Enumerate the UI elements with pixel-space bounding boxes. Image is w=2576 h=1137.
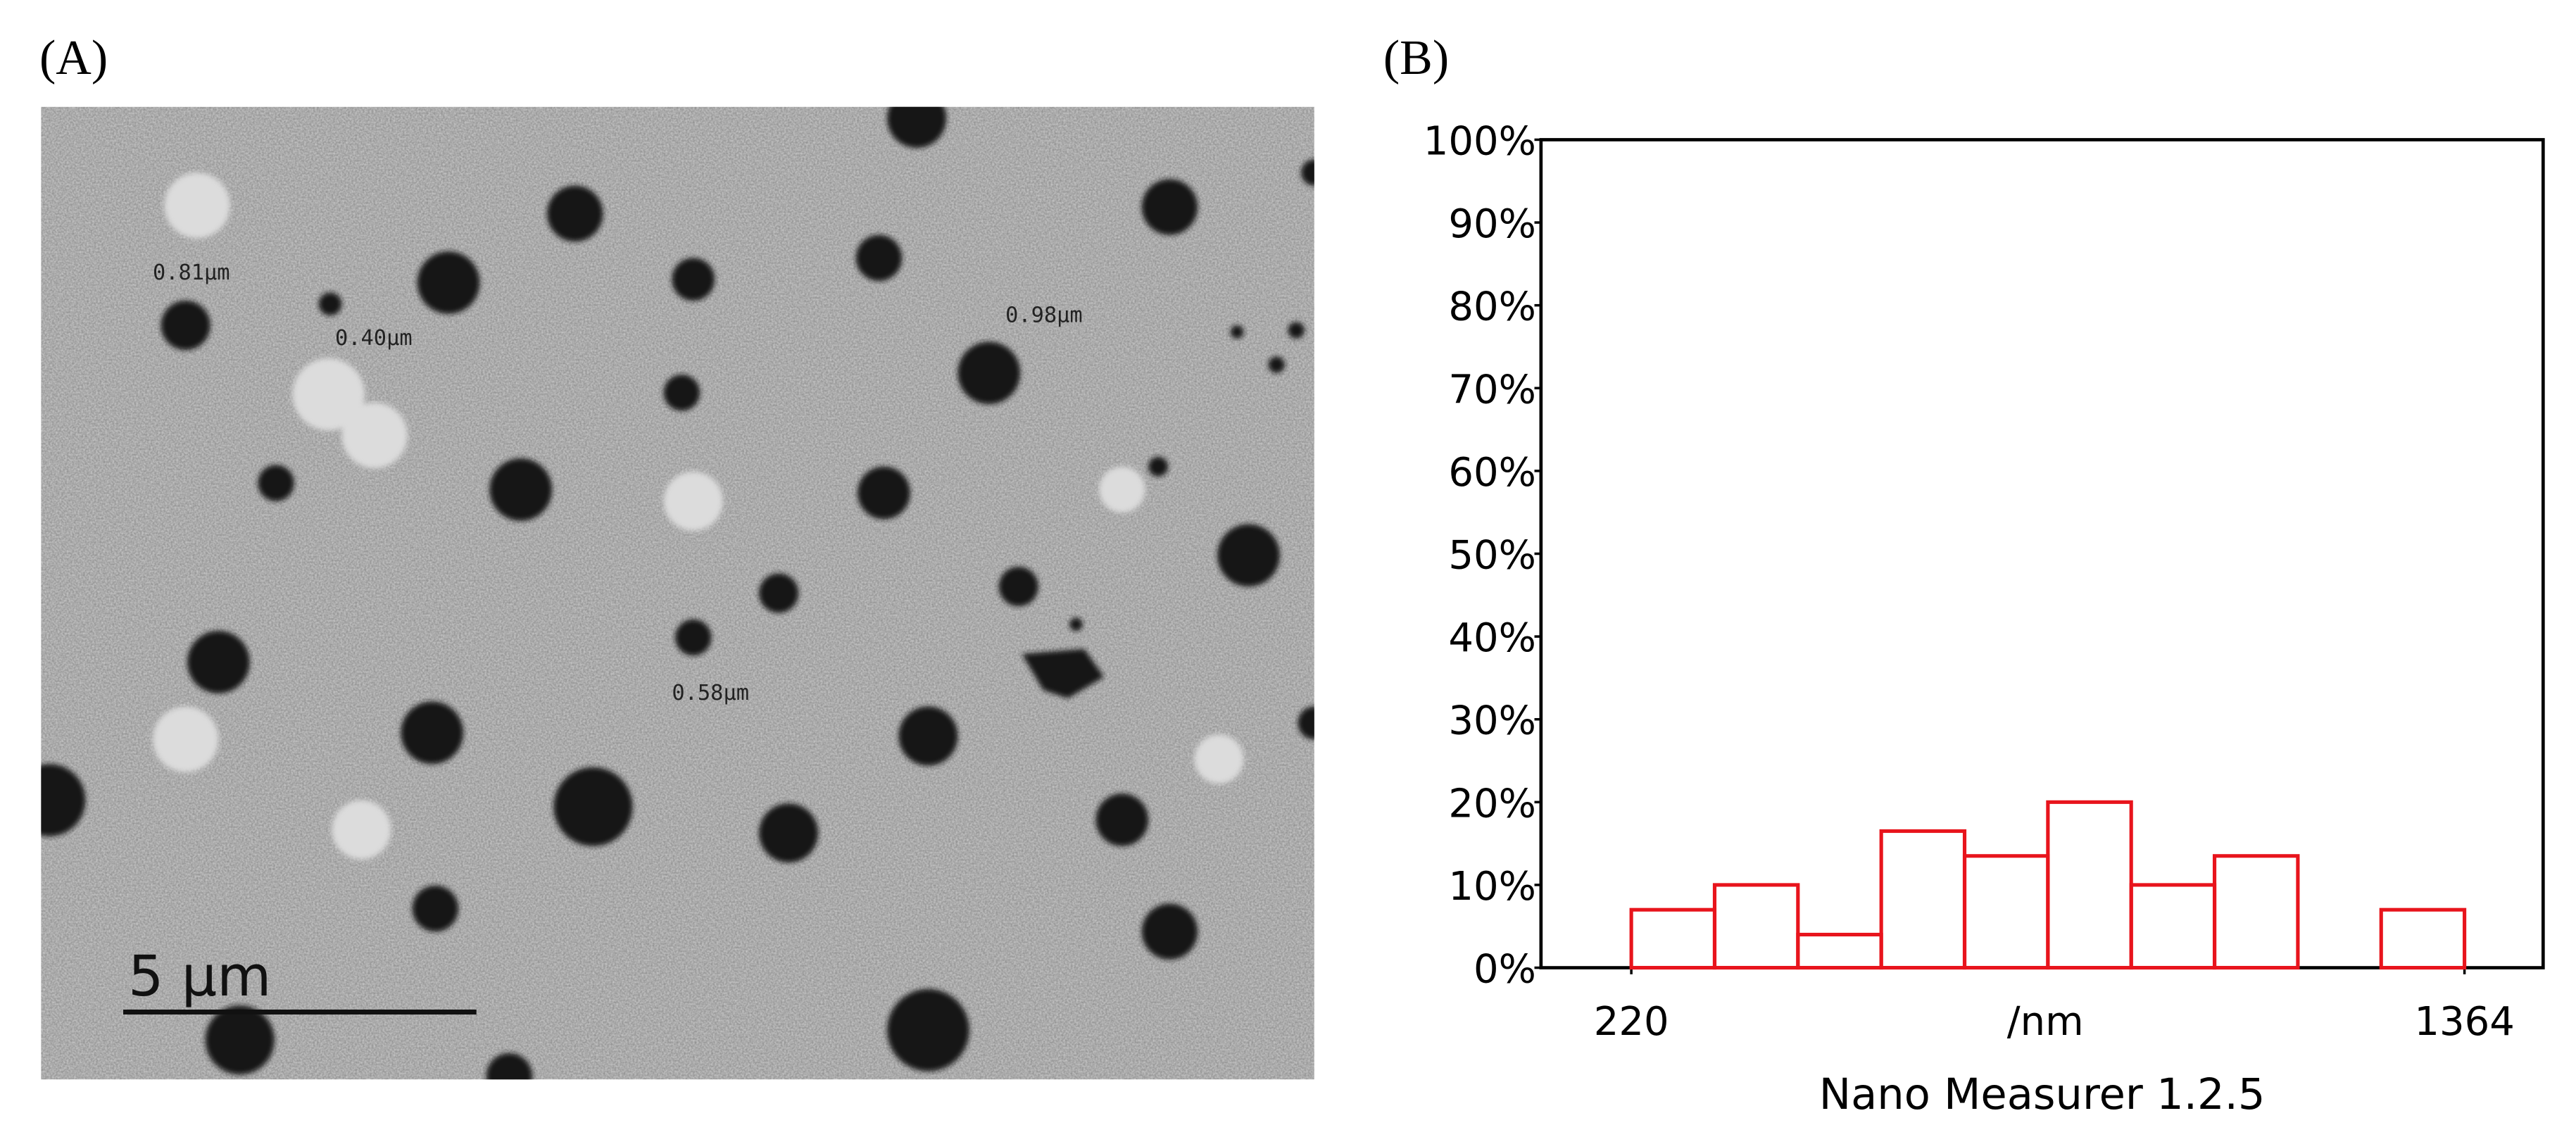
histogram-bar <box>1879 829 1967 970</box>
y-tick-label: 40% <box>1448 615 1535 661</box>
y-tick-label: 80% <box>1448 284 1535 330</box>
size-annotation: 0.58µm <box>672 681 749 705</box>
panel-label: (B) <box>1383 31 1449 85</box>
footer: Nano Measurer 1.2.5 <box>1819 1070 2266 1119</box>
y-tick-label: 100% <box>1424 118 1536 164</box>
x-axis-label: /nm <box>2007 999 2084 1045</box>
y-tick-label: 50% <box>1448 533 1535 579</box>
y-tick-label: 20% <box>1448 781 1535 827</box>
scale-bar-label: 5 µm <box>128 943 271 1009</box>
y-tick-label: 60% <box>1448 450 1535 496</box>
histogram-bar <box>2212 854 2300 970</box>
size-annotation: 0.40µm <box>335 326 413 351</box>
panel-label: (A) <box>39 31 108 85</box>
histogram-bar <box>1712 883 1800 970</box>
light-blobs <box>153 172 1244 860</box>
histogram-bar <box>1629 907 1717 970</box>
histogram-bar <box>1962 854 2050 970</box>
histogram-bar <box>2129 883 2217 970</box>
histogram-bar <box>1796 932 1883 970</box>
plot-frame <box>1539 138 2545 969</box>
x-tick-label: 220 <box>1594 999 1669 1045</box>
micrograph-grain <box>41 106 1314 1080</box>
x-tick-label: 1364 <box>2414 999 2515 1045</box>
particles <box>41 106 1314 1080</box>
histogram-bar <box>2046 800 2133 970</box>
y-tick-label: 90% <box>1448 201 1535 247</box>
y-tick-label: 30% <box>1448 698 1535 744</box>
y-tick-label: 10% <box>1448 864 1535 910</box>
y-tick-label: 70% <box>1448 367 1535 413</box>
histogram-bar <box>2379 907 2467 970</box>
size-annotation: 0.81µm <box>153 260 230 285</box>
micrograph: 0.81µm 0.40µm 0.98µm 0.58µm 5 µm <box>41 106 1314 1080</box>
y-tick-label: 0% <box>1474 947 1536 993</box>
size-annotation: 0.98µm <box>1005 303 1083 327</box>
